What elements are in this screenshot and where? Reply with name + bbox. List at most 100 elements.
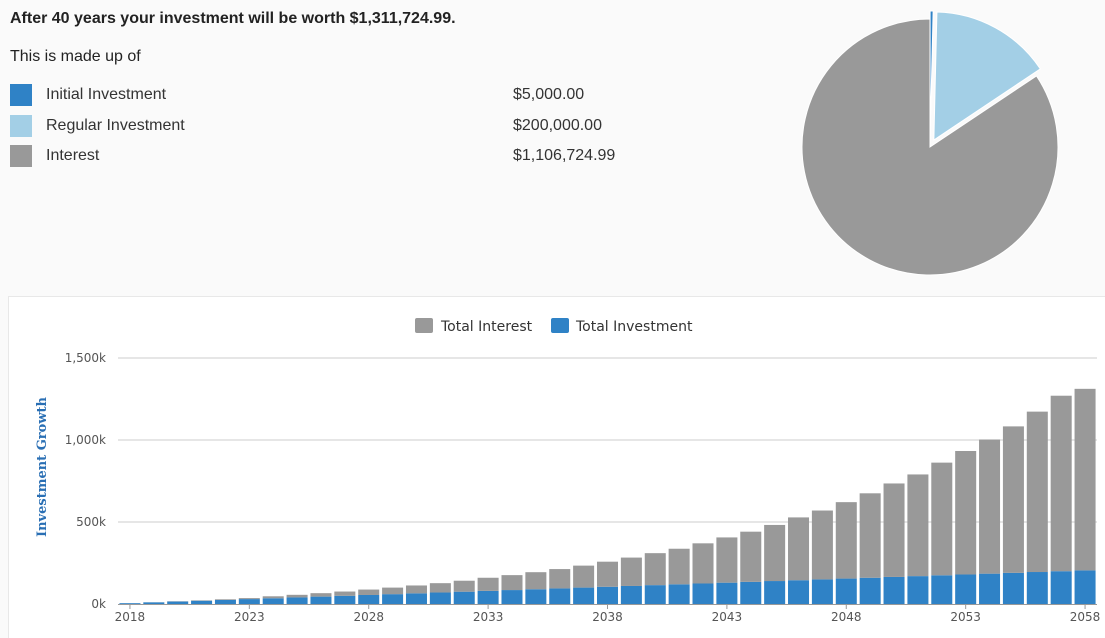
bar-total-investment-2047[interactable]: [812, 579, 833, 604]
bar-total-investment-2054[interactable]: [979, 574, 1000, 604]
bar-total-interest-2042[interactable]: [693, 543, 714, 583]
bar-total-investment-2018[interactable]: [119, 603, 140, 604]
bar-total-investment-2031[interactable]: [430, 593, 451, 604]
bar-total-interest-2051[interactable]: [907, 474, 928, 576]
bar-total-interest-2058[interactable]: [1075, 389, 1096, 571]
bar-total-investment-2035[interactable]: [525, 589, 546, 604]
breakdown-row-initial-investment: Initial Investment $5,000.00: [10, 84, 650, 115]
bar-total-interest-2039[interactable]: [621, 558, 642, 586]
regular-investment-swatch: [10, 115, 32, 137]
bar-total-interest-2028[interactable]: [358, 590, 379, 595]
bar-total-investment-2019[interactable]: [143, 602, 164, 604]
legend-swatch-total-interest[interactable]: [415, 318, 433, 333]
bar-total-investment-2033[interactable]: [478, 591, 499, 604]
bar-total-investment-2044[interactable]: [740, 582, 761, 604]
bar-total-investment-2050[interactable]: [884, 577, 905, 604]
bar-total-interest-2040[interactable]: [645, 553, 666, 585]
bar-total-interest-2037[interactable]: [573, 566, 594, 588]
bar-total-investment-2055[interactable]: [1003, 573, 1024, 604]
bar-total-interest-2049[interactable]: [860, 493, 881, 577]
bar-total-investment-2029[interactable]: [382, 594, 403, 604]
bar-total-interest-2057[interactable]: [1051, 396, 1072, 571]
bar-total-interest-2055[interactable]: [1003, 426, 1024, 572]
bar-total-investment-2038[interactable]: [597, 587, 618, 604]
breakdown-label: Regular Investment: [46, 117, 185, 135]
pie-slice-initial-investment[interactable]: [930, 11, 933, 139]
bar-total-investment-2026[interactable]: [310, 597, 331, 604]
bar-total-investment-2051[interactable]: [907, 576, 928, 604]
bar-total-interest-2054[interactable]: [979, 440, 1000, 574]
bar-total-interest-2052[interactable]: [931, 463, 952, 576]
bar-total-interest-2022[interactable]: [215, 599, 236, 600]
legend-swatch-total-investment[interactable]: [551, 318, 569, 333]
bar-total-interest-2050[interactable]: [884, 483, 905, 576]
bar-total-investment-2030[interactable]: [406, 593, 427, 604]
bar-total-interest-2023[interactable]: [239, 598, 260, 599]
bar-total-investment-2037[interactable]: [573, 588, 594, 604]
bar-total-investment-2027[interactable]: [334, 596, 355, 604]
breakdown-intro: This is made up of: [10, 48, 141, 66]
bar-total-investment-2034[interactable]: [501, 590, 522, 604]
bar-total-interest-2034[interactable]: [501, 575, 522, 590]
bar-total-interest-2030[interactable]: [406, 585, 427, 593]
bar-total-interest-2038[interactable]: [597, 562, 618, 587]
x-tick-label: 2058: [1070, 610, 1101, 624]
bar-total-investment-2028[interactable]: [358, 595, 379, 604]
bar-total-interest-2053[interactable]: [955, 451, 976, 574]
bar-total-investment-2049[interactable]: [860, 578, 881, 604]
bar-total-investment-2052[interactable]: [931, 575, 952, 604]
bar-total-investment-2036[interactable]: [549, 588, 570, 604]
result-headline: After 40 years your investment will be w…: [10, 10, 456, 28]
breakdown-label: Interest: [46, 147, 99, 165]
bar-total-interest-2044[interactable]: [740, 532, 761, 582]
bar-total-interest-2036[interactable]: [549, 569, 570, 588]
bar-total-investment-2042[interactable]: [693, 584, 714, 605]
bar-total-interest-2025[interactable]: [287, 595, 308, 598]
bar-total-investment-2045[interactable]: [764, 581, 785, 604]
bar-total-investment-2024[interactable]: [263, 598, 284, 604]
bar-total-interest-2043[interactable]: [716, 537, 737, 582]
x-tick-label: 2048: [831, 610, 862, 624]
bar-total-interest-2031[interactable]: [430, 583, 451, 592]
bar-total-investment-2053[interactable]: [955, 574, 976, 604]
bar-total-interest-2033[interactable]: [478, 578, 499, 591]
bar-total-interest-2029[interactable]: [382, 588, 403, 595]
bar-total-interest-2027[interactable]: [334, 592, 355, 596]
bar-total-interest-2046[interactable]: [788, 517, 809, 580]
breakdown-label: Initial Investment: [46, 86, 166, 104]
legend-label-total-investment[interactable]: Total Investment: [575, 319, 693, 335]
breakdown-row-interest: Interest $1,106,724.99: [10, 145, 650, 176]
bar-total-interest-2056[interactable]: [1027, 412, 1048, 572]
bar-total-investment-2025[interactable]: [287, 597, 308, 604]
bar-total-investment-2020[interactable]: [167, 602, 188, 604]
bar-total-interest-2048[interactable]: [836, 502, 857, 578]
bar-total-interest-2032[interactable]: [454, 581, 475, 592]
bar-total-investment-2023[interactable]: [239, 599, 260, 604]
bar-total-interest-2035[interactable]: [525, 572, 546, 589]
bar-total-investment-2040[interactable]: [645, 585, 666, 604]
y-tick-label: 0k: [91, 597, 106, 611]
bar-total-investment-2022[interactable]: [215, 600, 236, 604]
bar-total-interest-2045[interactable]: [764, 525, 785, 581]
bar-total-investment-2046[interactable]: [788, 580, 809, 604]
x-tick-label: 2053: [950, 610, 981, 624]
interest-swatch: [10, 145, 32, 167]
bar-total-investment-2032[interactable]: [454, 592, 475, 604]
bar-total-interest-2026[interactable]: [310, 593, 331, 596]
initial-investment-swatch: [10, 84, 32, 106]
bar-total-interest-2041[interactable]: [669, 549, 690, 585]
bar-total-investment-2056[interactable]: [1027, 572, 1048, 604]
bar-total-investment-2039[interactable]: [621, 586, 642, 604]
bar-total-interest-2024[interactable]: [263, 596, 284, 598]
breakdown-value: $200,000.00: [513, 117, 602, 135]
legend-label-total-interest[interactable]: Total Interest: [440, 319, 533, 335]
x-tick-label: 2043: [712, 610, 743, 624]
bar-total-investment-2021[interactable]: [191, 601, 212, 604]
y-axis-label: Investment Growth: [35, 396, 50, 537]
bar-total-investment-2057[interactable]: [1051, 571, 1072, 604]
bar-total-interest-2047[interactable]: [812, 511, 833, 580]
bar-total-investment-2043[interactable]: [716, 583, 737, 604]
bar-total-investment-2058[interactable]: [1075, 570, 1096, 604]
bar-total-investment-2041[interactable]: [669, 584, 690, 604]
bar-total-investment-2048[interactable]: [836, 579, 857, 604]
